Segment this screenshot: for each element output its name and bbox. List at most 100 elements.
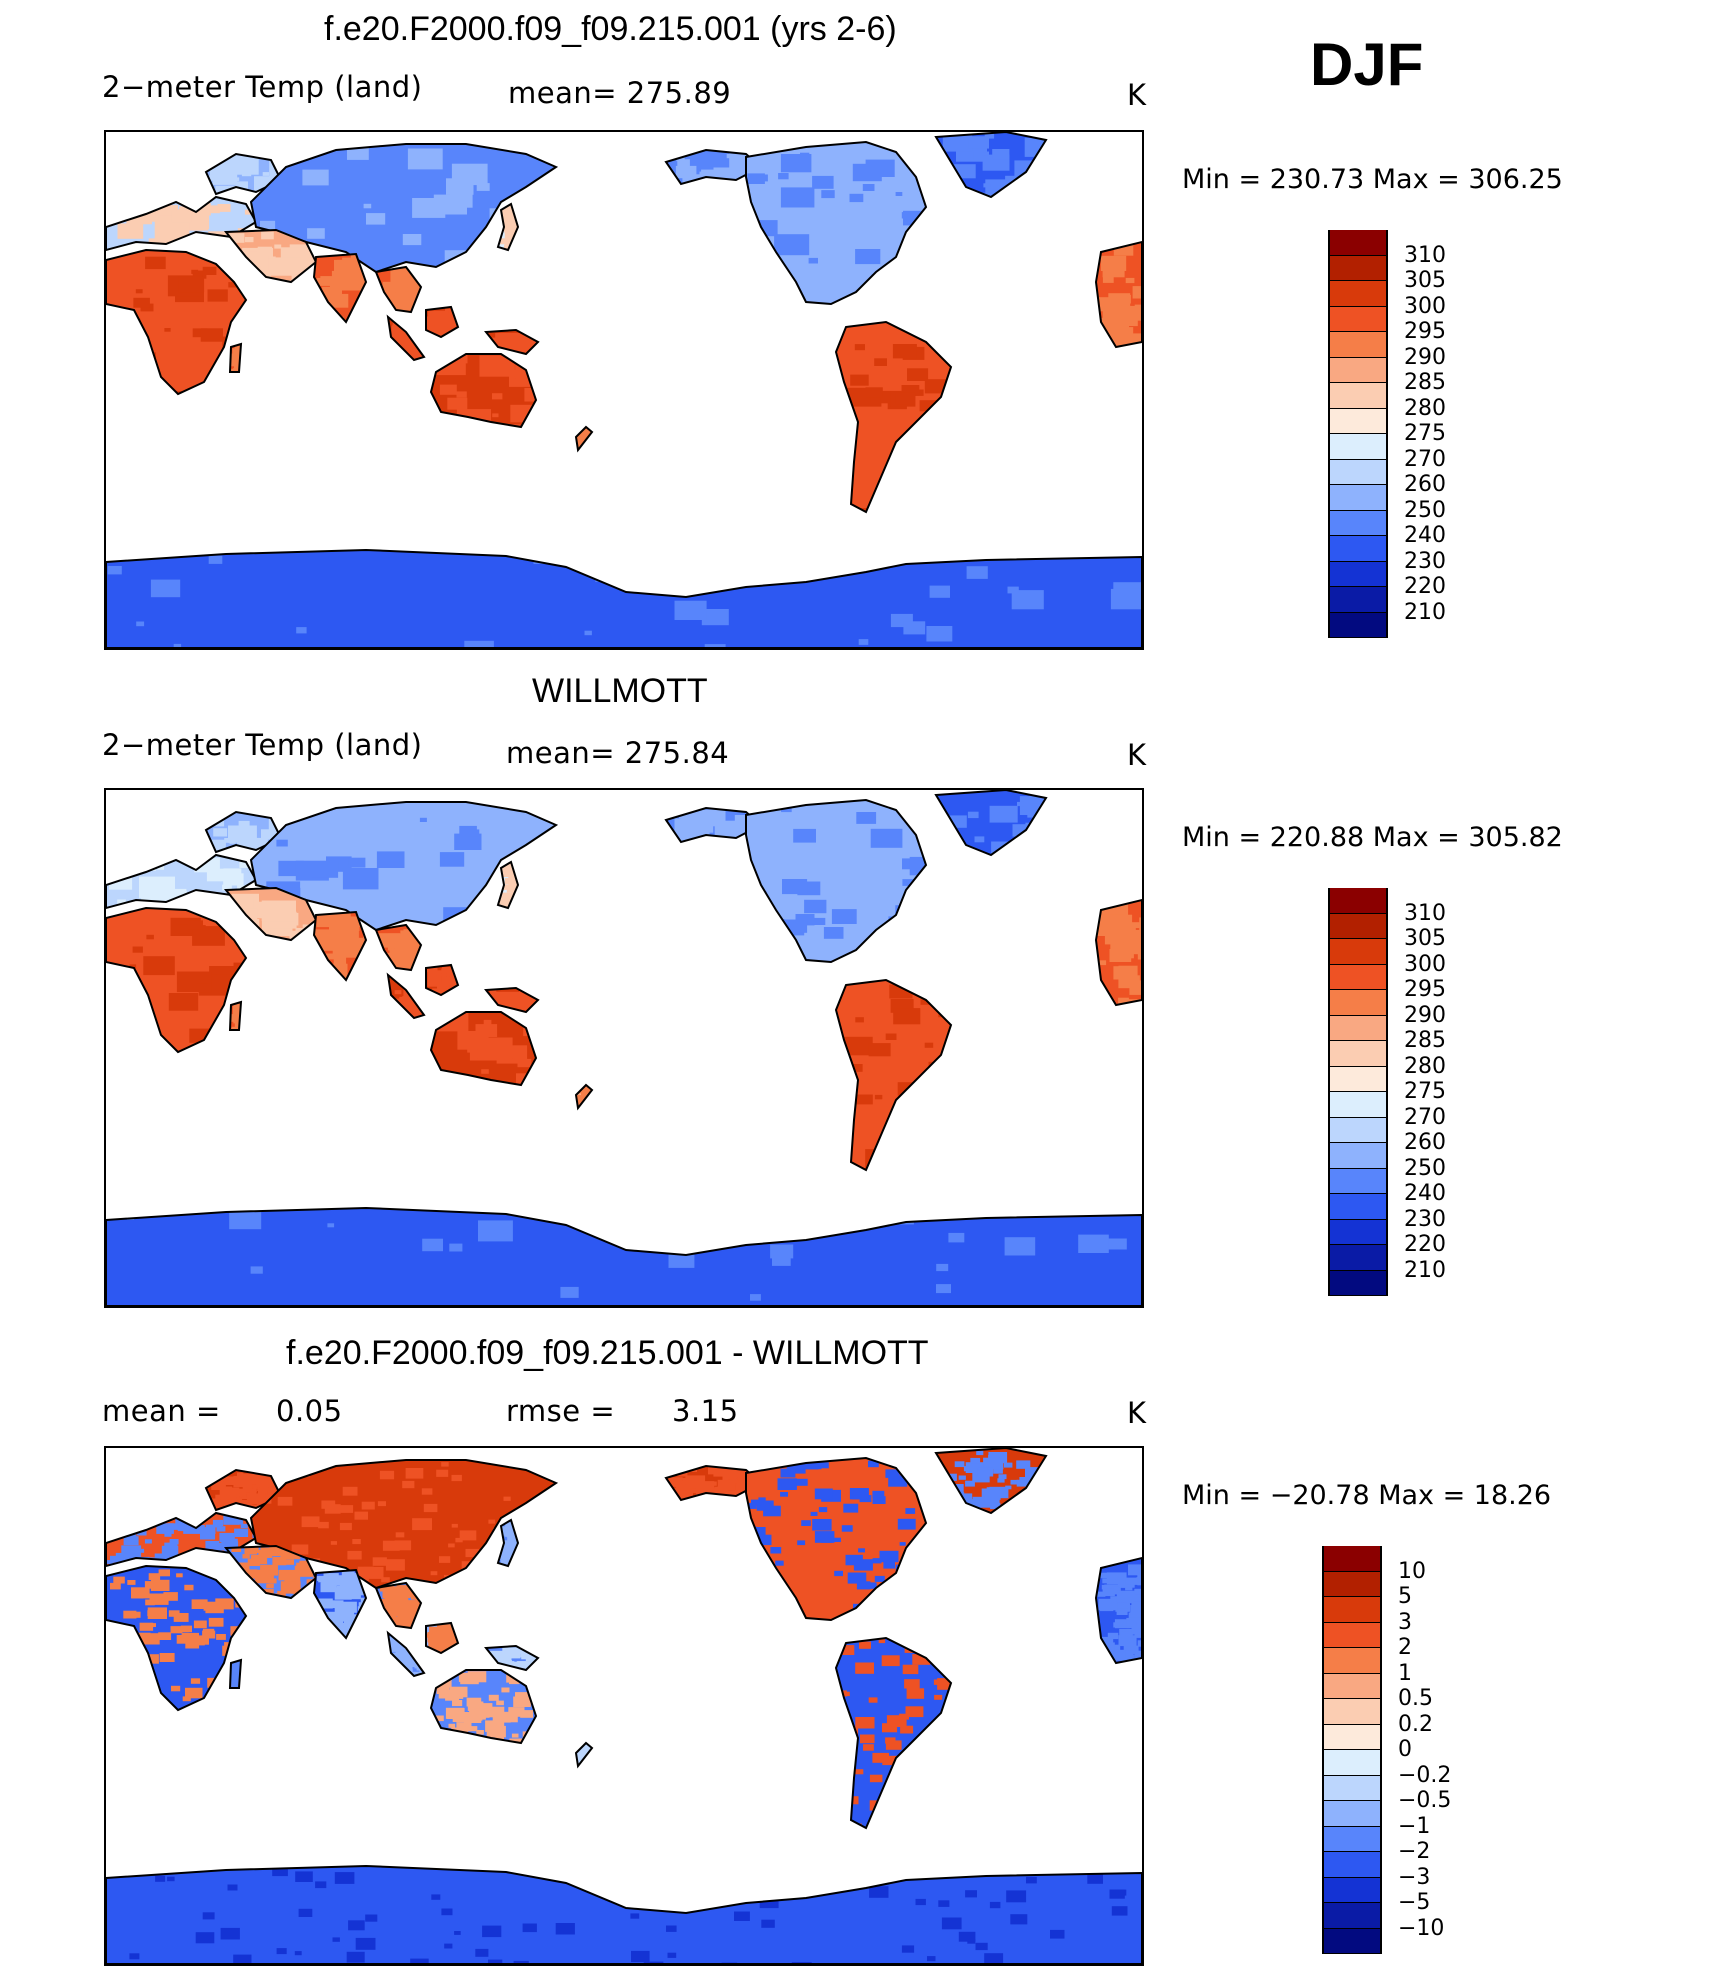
colorbar-label: 310 <box>1404 242 1446 268</box>
colorbar-swatch <box>1324 1903 1380 1929</box>
map-model <box>104 130 1144 650</box>
landmass-japan <box>496 1518 520 1568</box>
landmass-japan <box>496 202 520 252</box>
landmass-antarctica <box>106 548 1142 648</box>
colorbar-swatch <box>1330 990 1386 1016</box>
colorbar-swatch <box>1324 1571 1380 1597</box>
colorbar-swatch <box>1324 1877 1380 1903</box>
colorbar-swatch <box>1324 1928 1380 1954</box>
landmass-borneo <box>425 305 460 339</box>
landmass-greenland <box>934 1448 1048 1515</box>
landmass-new-zealand <box>574 425 594 453</box>
landmass-s-america <box>834 320 953 514</box>
map-obs <box>104 788 1144 1308</box>
colorbar-label: 280 <box>1404 1053 1446 1079</box>
colorbar-swatch <box>1330 1041 1386 1067</box>
colorbar-label: −0.5 <box>1398 1788 1452 1813</box>
landmass-australia <box>429 1011 538 1087</box>
colorbar-swatch <box>1330 888 1386 914</box>
mean-label-obs: mean= 275.84 <box>506 736 730 770</box>
colorbar-swatch <box>1330 1245 1386 1271</box>
landmass-new-zealand <box>574 1741 594 1769</box>
colorbar-swatch <box>1330 1092 1386 1118</box>
landmass-sumatra <box>386 314 426 362</box>
colorbar-label: −2 <box>1398 1839 1431 1864</box>
colorbar-label: 210 <box>1404 1257 1446 1283</box>
colorbar-label: 260 <box>1404 472 1446 497</box>
landmass-s-america <box>834 978 953 1172</box>
colorbar-label: 295 <box>1404 319 1446 344</box>
colorbar-swatch <box>1330 913 1386 939</box>
colorbar-label: 270 <box>1404 1104 1446 1130</box>
units-label-obs: K <box>1127 738 1147 772</box>
landmass-africa <box>106 1564 248 1712</box>
units-label-diff: K <box>1127 1396 1147 1430</box>
landmass-greenland <box>934 790 1048 857</box>
colorbar-swatch <box>1324 1622 1380 1648</box>
landmass-new-zealand <box>574 1083 594 1111</box>
colorbar-swatch <box>1330 1194 1386 1220</box>
landmass-antarctica <box>106 1206 1142 1306</box>
colorbar-label: 295 <box>1404 977 1446 1002</box>
colorbar-swatch <box>1330 306 1386 332</box>
colorbar-swatch <box>1330 1219 1386 1245</box>
colorbar-swatch <box>1330 1168 1386 1194</box>
minmax-model: Min = 230.73 Max = 306.25 <box>1182 164 1563 195</box>
colorbar-label: 0.2 <box>1398 1711 1433 1737</box>
landmass-india <box>312 252 368 324</box>
colorbar-label: 210 <box>1404 599 1446 625</box>
colorbar-label: 280 <box>1404 395 1446 421</box>
colorbar-swatch <box>1330 587 1386 613</box>
minmax-obs: Min = 220.88 Max = 305.82 <box>1182 822 1563 853</box>
colorbar-swatch <box>1330 357 1386 383</box>
landmass-borneo <box>425 1621 460 1655</box>
landmass-japan <box>496 860 520 910</box>
landmass-madagascar <box>228 1658 243 1689</box>
colorbar-swatch <box>1324 1775 1380 1801</box>
landmass-se-asia <box>374 923 423 972</box>
landmass-europe <box>106 195 258 252</box>
rmse-label: rmse = <box>506 1394 616 1428</box>
colorbar-label: 310 <box>1404 900 1446 926</box>
landmass-greenland <box>934 132 1048 199</box>
colorbar-label: 10 <box>1398 1558 1426 1584</box>
colorbar-label: −1 <box>1398 1813 1431 1839</box>
landmass-antarctica <box>106 1864 1142 1964</box>
colorbar-label: 260 <box>1404 1130 1446 1155</box>
colorbar-label: −3 <box>1398 1864 1431 1890</box>
colorbar-label: 285 <box>1404 1028 1446 1053</box>
colorbar-swatch <box>1330 939 1386 965</box>
landmass-n-america <box>745 140 928 306</box>
rmse-value: 3.15 <box>672 1394 739 1428</box>
colorbar-swatch <box>1330 332 1386 358</box>
colorbar-swatch <box>1324 1699 1380 1725</box>
landmass-australia <box>429 1669 538 1745</box>
colorbar-swatch <box>1324 1546 1380 1572</box>
colorbar-label: 1 <box>1398 1660 1412 1686</box>
landmass-se-asia <box>374 1581 423 1630</box>
colorbar-swatch <box>1330 459 1386 485</box>
colorbar-swatch <box>1330 434 1386 460</box>
colorbar-label: 5 <box>1398 1584 1412 1609</box>
colorbar-label: 240 <box>1404 523 1446 548</box>
colorbar-label: 290 <box>1404 344 1446 370</box>
colorbar-swatch <box>1330 1270 1386 1296</box>
colorbar-swatch <box>1324 1826 1380 1852</box>
landmass-africa <box>106 248 248 396</box>
colorbar-label: −0.2 <box>1398 1762 1452 1788</box>
colorbar-swatch <box>1324 1724 1380 1750</box>
colorbar-label: 300 <box>1404 951 1446 977</box>
colorbar-label: 240 <box>1404 1181 1446 1206</box>
colorbar-swatch <box>1330 1143 1386 1169</box>
colorbar-swatch <box>1324 1648 1380 1674</box>
colorbar-swatch <box>1324 1852 1380 1878</box>
colorbar-swatch <box>1330 281 1386 307</box>
colorbar-label: 0 <box>1398 1737 1412 1762</box>
colorbar-label: 3 <box>1398 1609 1412 1635</box>
landmass-madagascar <box>228 1000 243 1031</box>
colorbar-swatch <box>1330 561 1386 587</box>
colorbar-swatch <box>1330 510 1386 536</box>
colorbar-label: 300 <box>1404 293 1446 319</box>
map-diff <box>104 1446 1144 1966</box>
diff-mean-value: 0.05 <box>276 1394 343 1428</box>
